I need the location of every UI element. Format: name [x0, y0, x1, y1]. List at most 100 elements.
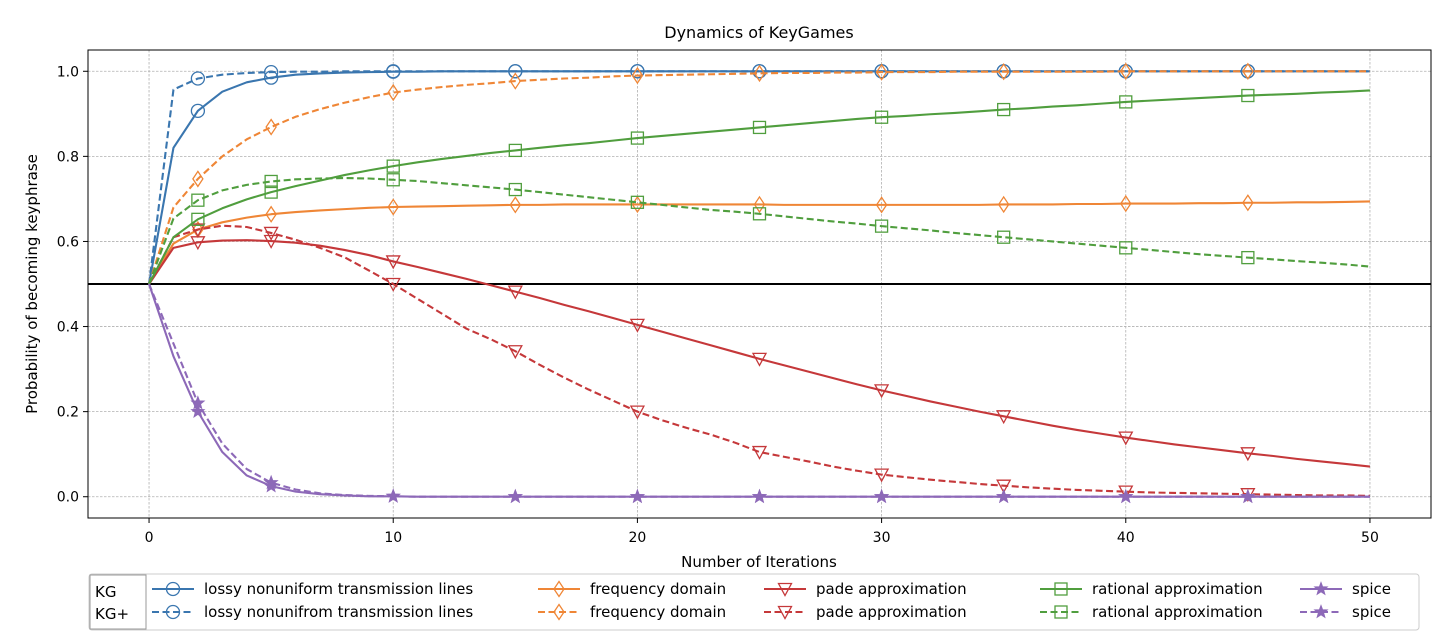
data-point-rational-approximation-kgplus [997, 230, 1011, 244]
data-point-spice-kgplus [507, 488, 523, 504]
data-point-rational-approximation-kgplus [630, 195, 645, 209]
legend-label-rational-approximation-kgplus: rational approximation [1092, 603, 1263, 621]
y-tick-label: 1.0 [57, 64, 79, 80]
data-point-frequency-domain-kg [1242, 194, 1254, 212]
data-point-pade-approximation-kgplus [263, 226, 279, 241]
legend-marker-pade-approximation-kgplus [777, 605, 793, 620]
y-tick-label: 0.6 [57, 234, 79, 250]
data-point-rational-approximation-kg [508, 143, 522, 158]
legend-style-box [89, 574, 147, 630]
legend-marker-pade-approximation-kg [777, 582, 793, 597]
y-axis-label: Probability of becoming keyphrase [23, 154, 41, 414]
data-point-rational-approximation-kg [752, 120, 767, 135]
legend-label-pade-approximation-kgplus: pade approximation [816, 603, 967, 621]
data-point-pade-approximation-kgplus [996, 479, 1012, 494]
data-point-pade-approximation-kg [751, 352, 768, 367]
x-tick-label: 0 [145, 530, 154, 546]
legend-label-pade-approximation-kg: pade approximation [816, 580, 967, 598]
data-point-frequency-domain-kgplus [753, 64, 766, 83]
legend-frame [88, 573, 1420, 631]
series-rational-approximation-kg [148, 88, 1371, 285]
data-point-spice-kgplus [1118, 488, 1134, 504]
data-point-lossy-nonuniform-transmission-lines-kg [190, 103, 206, 118]
legend-marker-spice-kgplus [1313, 604, 1329, 619]
data-point-spice-kgplus [629, 488, 645, 504]
legend-label-spice-kgplus: spice [1352, 603, 1391, 621]
data-point-pade-approximation-kg [629, 318, 646, 333]
data-point-rational-approximation-kgplus [1241, 250, 1255, 265]
data-point-frequency-domain-kg [265, 205, 277, 223]
data-point-spice-kgplus [751, 488, 768, 504]
data-point-frequency-domain-kg [753, 195, 766, 214]
data-point-rational-approximation-kg [386, 159, 400, 173]
data-point-frequency-domain-kgplus [997, 63, 1010, 81]
y-tick-label: 0.4 [57, 320, 79, 336]
data-point-rational-approximation-kg [874, 110, 889, 124]
legend-label-lossy-nonuniform-transmission-lines-kg: lossy nonuniform transmission lines [204, 580, 473, 598]
y-tick-label: 0.0 [57, 490, 79, 506]
data-point-frequency-domain-kgplus [875, 63, 888, 81]
x-axis-label: Number of Iterations [681, 553, 837, 571]
data-point-frequency-domain-kg [387, 198, 400, 216]
data-point-frequency-domain-kgplus [1242, 62, 1254, 80]
legend-label-frequency-domain-kgplus: frequency domain [590, 603, 726, 621]
data-point-pade-approximation-kg [1118, 431, 1134, 446]
data-point-frequency-domain-kgplus [509, 72, 522, 90]
data-point-rational-approximation-kgplus [264, 174, 278, 189]
data-point-spice-kgplus [263, 474, 279, 490]
data-point-spice-kgplus [190, 395, 206, 410]
data-point-rational-approximation-kg [1241, 88, 1255, 103]
data-point-pade-approximation-kg [385, 255, 401, 270]
data-point-frequency-domain-kg [875, 196, 888, 214]
data-point-spice-kgplus [385, 488, 401, 503]
data-point-frequency-domain-kgplus [192, 170, 204, 188]
data-point-frequency-domain-kgplus [631, 66, 644, 85]
x-tick-label: 50 [1361, 530, 1379, 546]
data-point-pade-approximation-kg [1240, 447, 1256, 462]
series-line-frequency-domain-kgplus [148, 70, 1370, 285]
data-point-pade-approximation-kgplus [190, 223, 206, 238]
data-point-pade-approximation-kgplus [1118, 485, 1134, 500]
legend-marker-rational-approximation-kgplus [1054, 605, 1068, 619]
data-point-pade-approximation-kgplus [751, 445, 768, 460]
chart-title: Dynamics of KeyGames [664, 23, 853, 42]
data-point-lossy-nonunifrom-transmission-lines-kgplus [190, 71, 206, 86]
legend-label-frequency-domain-kg: frequency domain [590, 580, 726, 598]
data-point-rational-approximation-kg [191, 212, 205, 226]
data-point-pade-approximation-kgplus [507, 345, 523, 360]
legend-label-rational-approximation-kg: rational approximation [1092, 580, 1263, 598]
data-point-rational-approximation-kg [997, 102, 1011, 117]
series-spice-kgplus [148, 283, 1370, 504]
data-point-pade-approximation-kg [263, 234, 279, 249]
data-point-spice-kgplus [1240, 488, 1256, 504]
x-tick-label: 20 [628, 530, 646, 546]
series-pade-approximation-kgplus [148, 223, 1370, 503]
x-tick-label: 10 [384, 530, 402, 546]
data-point-lossy-nonunifrom-transmission-lines-kgplus [386, 64, 401, 79]
series-line-rational-approximation-kgplus [148, 177, 1371, 285]
legend-marker-frequency-domain-kg [553, 580, 565, 598]
legend-marker-lossy-nonunifrom-transmission-lines-kgplus [165, 604, 181, 620]
data-point-lossy-nonunifrom-transmission-lines-kgplus [508, 64, 523, 79]
x-tick-label: 30 [873, 530, 891, 546]
data-point-frequency-domain-kgplus [387, 83, 400, 102]
data-point-spice-kgplus [996, 488, 1012, 504]
data-point-frequency-domain-kgplus [265, 118, 277, 136]
legend-marker-frequency-domain-kgplus [553, 603, 565, 621]
series-line-frequency-domain-kg [148, 200, 1370, 285]
legend: KG KG+ lossy nonuniform transmission lin… [88, 573, 1420, 631]
series-frequency-domain-kg [148, 194, 1370, 285]
data-point-rational-approximation-kgplus [752, 207, 767, 221]
legend-label-spice-kg: spice [1352, 580, 1391, 598]
data-point-rational-approximation-kgplus [386, 173, 400, 187]
series-frequency-domain-kgplus [148, 62, 1370, 285]
data-point-rational-approximation-kgplus [508, 182, 522, 197]
data-point-rational-approximation-kgplus [874, 219, 889, 233]
series-line-rational-approximation-kg [148, 89, 1371, 285]
data-point-frequency-domain-kg [997, 195, 1010, 214]
data-point-pade-approximation-kgplus [629, 405, 646, 420]
data-point-rational-approximation-kg [1119, 95, 1133, 109]
data-point-spice-kgplus [874, 488, 890, 504]
plot-frame [87, 49, 1432, 519]
